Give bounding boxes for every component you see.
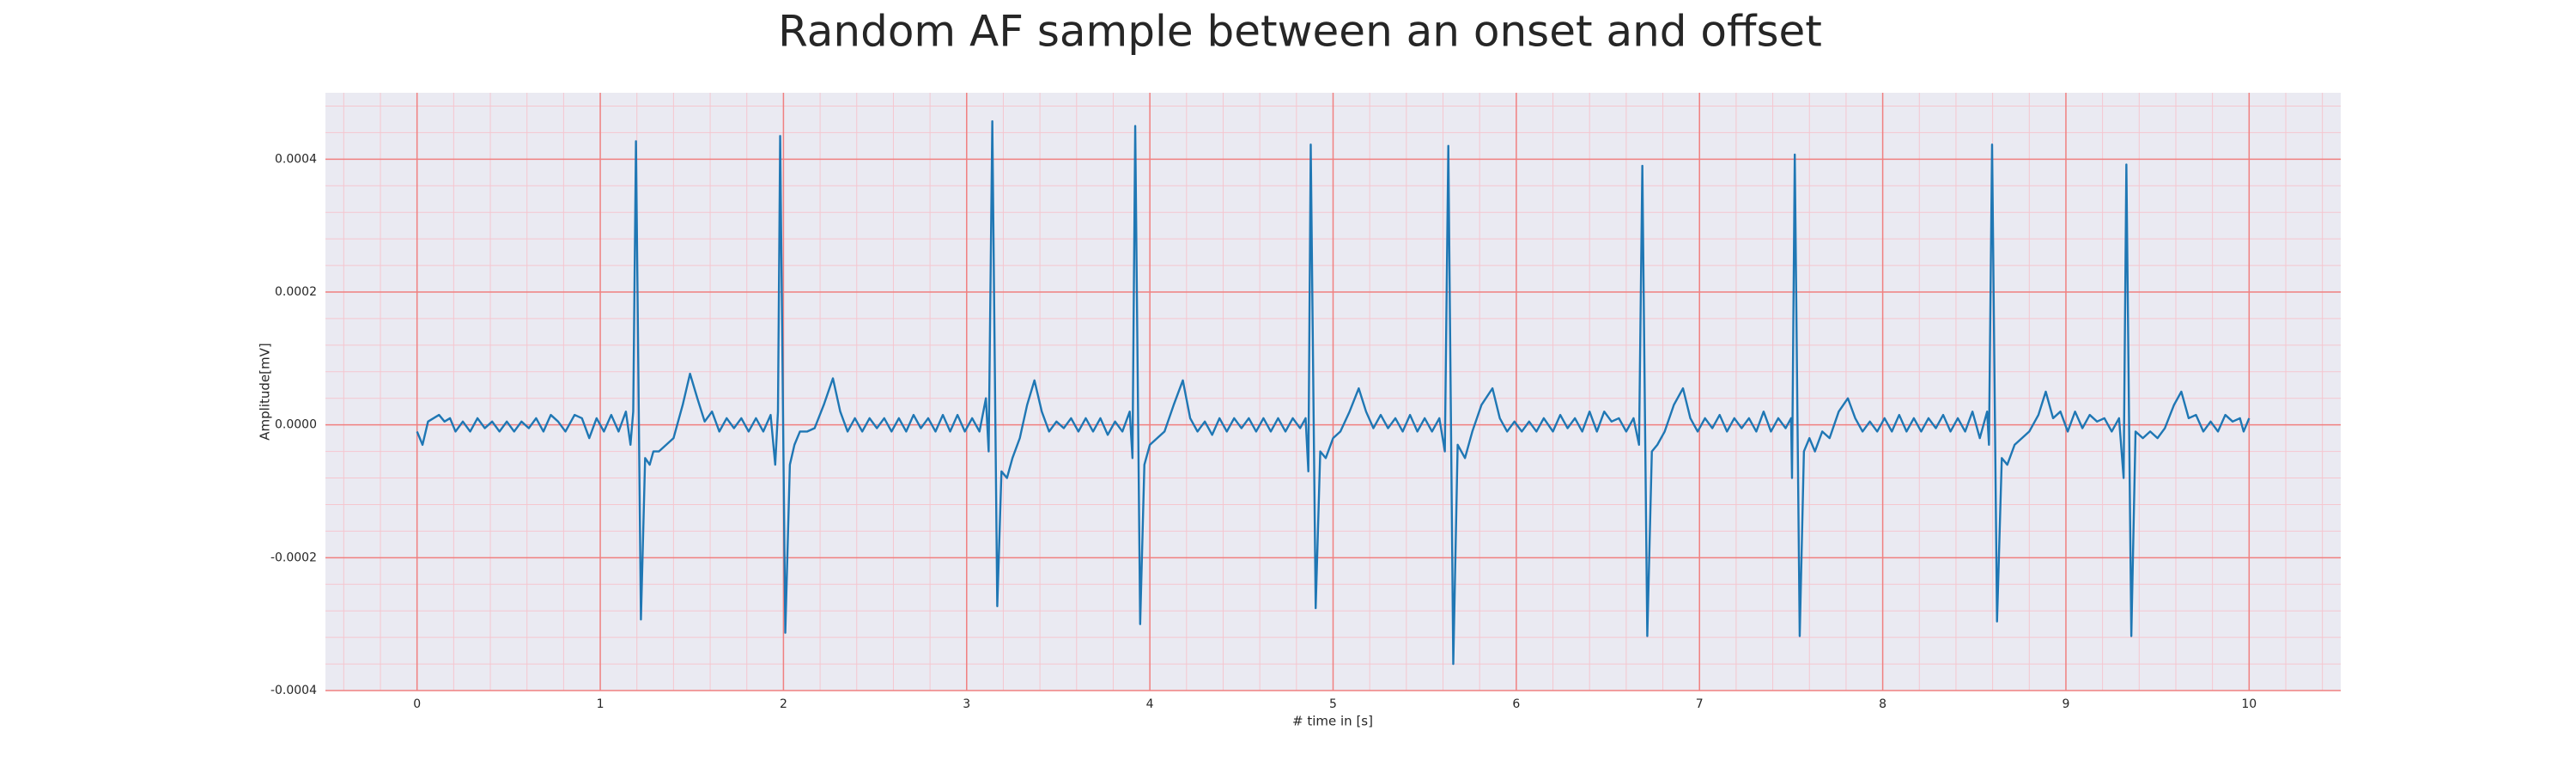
x-tick-label: 5 [1329,697,1337,711]
y-axis-label: Amplitude[mV] [258,343,273,440]
x-tick-label: 6 [1512,697,1520,711]
x-tick-label: 3 [963,697,970,711]
y-tick-label: 0.0002 [275,285,317,299]
chart-title: Random AF sample between an onset and of… [778,7,1822,57]
x-tick-label: 2 [780,697,787,711]
x-tick-label: 7 [1696,697,1704,711]
x-tick-label: 1 [597,697,605,711]
x-axis-label: # time in [s] [1292,714,1373,729]
x-tick-label: 10 [2241,697,2257,711]
x-tick-label: 4 [1146,697,1154,711]
y-tick-label: 0.0000 [275,418,317,432]
y-tick-label: -0.0004 [270,684,317,697]
x-tick-label: 0 [413,697,421,711]
x-tick-label: 8 [1879,697,1886,711]
y-tick-label: 0.0004 [275,152,317,166]
y-tick-label: -0.0002 [270,551,317,564]
x-tick-label: 9 [2062,697,2069,711]
ecg-line [416,120,2251,666]
